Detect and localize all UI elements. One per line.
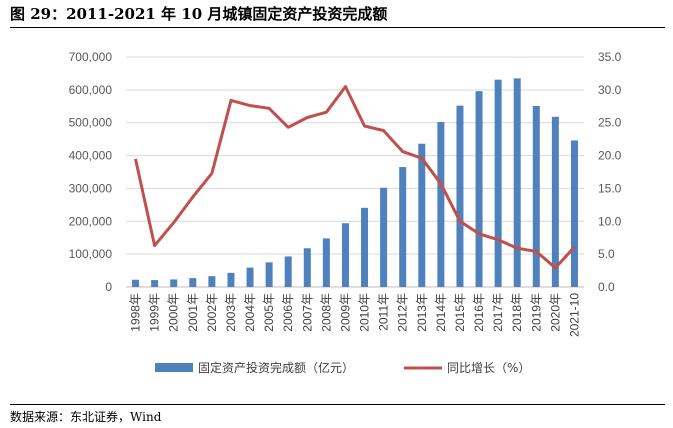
x-tick-label: 2019年 bbox=[529, 293, 543, 332]
bar-2020年 bbox=[551, 116, 559, 287]
y-right-tick-label: 0.0 bbox=[598, 280, 615, 294]
y-axis-right-labels: 0.0 5.0 10.0 15.0 20.0 25.0 30.0 35.0 bbox=[598, 50, 622, 294]
x-tick-label: 2014年 bbox=[434, 293, 448, 332]
bar-series bbox=[132, 78, 578, 288]
bar-2003年 bbox=[227, 272, 235, 287]
chart: 0 100,000 200,000 300,000 400,000 500,000 600,… bbox=[69, 50, 622, 375]
x-tick-label: 2004年 bbox=[243, 293, 257, 332]
bar-2016年 bbox=[475, 91, 483, 288]
source-note: 数据来源：东北证券，Wind bbox=[10, 410, 162, 424]
x-tick-label: 2005年 bbox=[262, 293, 276, 332]
y-right-tick-label: 15.0 bbox=[598, 181, 622, 195]
y-left-tick-label: 100,000 bbox=[69, 247, 113, 261]
bar-2002年 bbox=[208, 276, 216, 287]
x-tick-label: 2018年 bbox=[510, 293, 524, 332]
bar-2001年 bbox=[189, 278, 197, 287]
bar-2000年 bbox=[170, 279, 178, 287]
x-tick-label: 2002年 bbox=[205, 293, 219, 332]
x-tick-label: 2021-10 bbox=[567, 293, 581, 337]
legend: 固定资产投资完成额（亿元） 同比增长（%） bbox=[155, 360, 530, 375]
y-right-tick-label: 5.0 bbox=[598, 247, 615, 261]
bar-2011年 bbox=[380, 187, 388, 287]
x-tick-label: 2017年 bbox=[491, 293, 505, 332]
bar-2004年 bbox=[246, 267, 254, 287]
legend-bar-swatch bbox=[155, 363, 193, 372]
x-tick-label: 2006年 bbox=[281, 293, 295, 332]
x-tick-label: 2010年 bbox=[358, 293, 372, 332]
legend-bar-label: 固定资产投资完成额（亿元） bbox=[198, 360, 354, 375]
y-right-tick-label: 10.0 bbox=[598, 214, 622, 228]
x-tick-label: 2012年 bbox=[396, 293, 410, 332]
bar-1999年 bbox=[151, 280, 159, 287]
bar-2009年 bbox=[341, 223, 349, 287]
x-tick-label: 1999年 bbox=[148, 293, 162, 332]
legend-line-label: 同比增长（%） bbox=[447, 361, 530, 375]
bar-2019年 bbox=[532, 105, 540, 287]
x-axis-labels: 1998年 1999年 2000年 2001年 2002年 2003年 2004年 2005年… bbox=[129, 293, 582, 337]
line-series bbox=[134, 85, 576, 270]
bar-2013年 bbox=[418, 143, 426, 287]
x-tick-label: 2009年 bbox=[338, 293, 352, 332]
x-tick-label: 2011年 bbox=[377, 293, 391, 331]
x-tick-label: 2008年 bbox=[319, 293, 333, 332]
y-left-tick-label: 200,000 bbox=[69, 214, 113, 228]
y-right-tick-label: 25.0 bbox=[598, 116, 622, 130]
y-left-tick-label: 500,000 bbox=[69, 116, 113, 130]
bar-2008年 bbox=[322, 238, 330, 287]
bar-2017年 bbox=[494, 79, 502, 288]
y-left-tick-label: 300,000 bbox=[69, 181, 113, 195]
top-rule bbox=[10, 27, 665, 28]
bar-2010年 bbox=[361, 207, 369, 287]
y-right-tick-label: 20.0 bbox=[598, 149, 622, 163]
x-tick-label: 2013年 bbox=[415, 293, 429, 332]
gridlines bbox=[126, 56, 584, 288]
y-right-tick-label: 30.0 bbox=[598, 83, 622, 97]
y-left-tick-label: 600,000 bbox=[69, 83, 113, 97]
x-tick-label: 2007年 bbox=[300, 293, 314, 332]
growth-line bbox=[134, 85, 576, 270]
y-left-tick-label: 400,000 bbox=[69, 149, 113, 163]
figure-title: 图 29：2011-2021 年 10 月城镇固定资产投资完成额 bbox=[10, 5, 388, 23]
y-right-tick-label: 35.0 bbox=[598, 50, 622, 64]
bottom-rule bbox=[10, 404, 665, 405]
y-left-tick-label: 700,000 bbox=[69, 50, 113, 64]
y-axis-left-labels: 0 100,000 200,000 300,000 400,000 500,000 600,… bbox=[69, 50, 113, 294]
x-tick-label: 2000年 bbox=[167, 293, 181, 332]
x-tick-label: 2001年 bbox=[186, 293, 200, 332]
bar-2012年 bbox=[399, 167, 407, 287]
x-tick-label: 1998年 bbox=[129, 293, 143, 332]
y-left-tick-label: 0 bbox=[105, 280, 112, 294]
x-tick-label: 2003年 bbox=[224, 293, 238, 332]
bar-2014年 bbox=[437, 122, 445, 287]
x-tick-label: 2020年 bbox=[548, 293, 562, 332]
bar-2006年 bbox=[284, 256, 292, 287]
x-tick-label: 2015年 bbox=[453, 293, 467, 332]
bar-2005年 bbox=[265, 262, 273, 287]
bar-2015年 bbox=[456, 105, 464, 287]
x-tick-label: 2016年 bbox=[472, 293, 486, 332]
bar-2018年 bbox=[513, 78, 521, 287]
bar-1998年 bbox=[132, 279, 140, 287]
bar-2007年 bbox=[303, 248, 311, 287]
bar-2021-10 bbox=[570, 140, 578, 287]
